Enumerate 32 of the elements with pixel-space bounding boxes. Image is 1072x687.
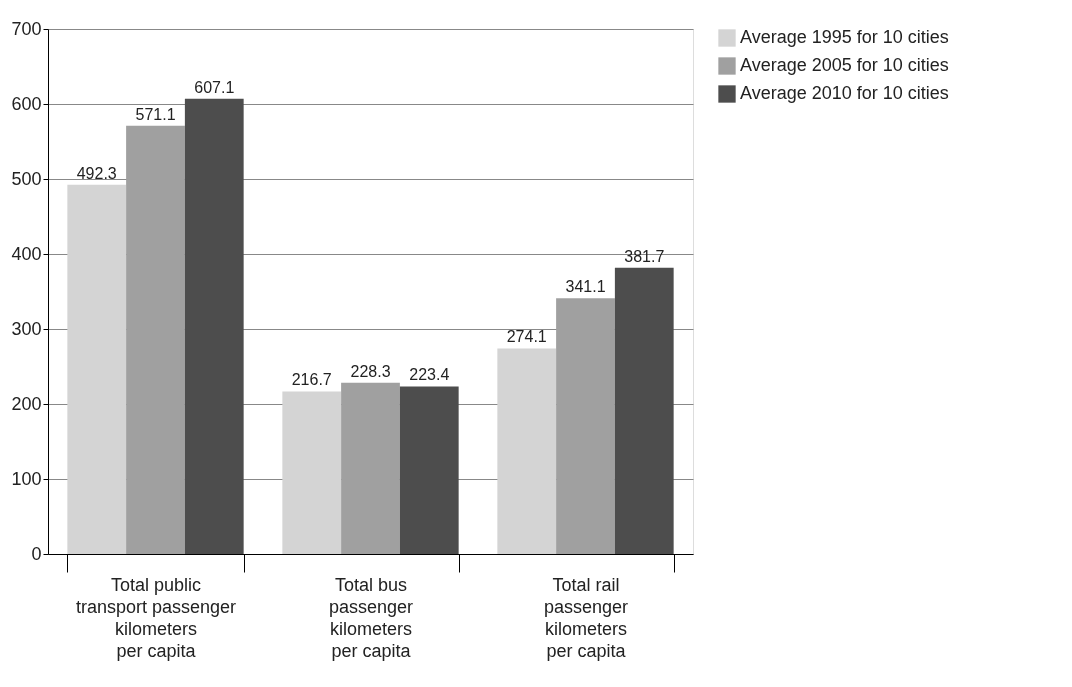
bar: [184, 98, 244, 554]
data-label: 571.1: [135, 105, 176, 123]
y-tick-label: 400: [11, 243, 42, 264]
bar: [67, 184, 127, 554]
legend-label: Average 2005 for 10 cities: [740, 55, 949, 75]
data-label: 216.7: [291, 371, 332, 389]
data-label: 381.7: [624, 247, 665, 265]
legend-label: Average 2010 for 10 cities: [740, 83, 949, 103]
bar: [399, 386, 459, 554]
data-label: 607.1: [194, 78, 235, 96]
bar: [556, 298, 615, 554]
y-tick-label: 700: [11, 18, 42, 39]
data-label: 228.3: [350, 362, 391, 380]
data-label: 341.1: [565, 278, 606, 296]
y-tick-label: 200: [11, 393, 42, 414]
y-tick-label: 100: [11, 468, 42, 489]
x-tick-label: Total public transport passenger kilometers per capita: [75, 574, 237, 661]
y-tick-label: 300: [11, 318, 42, 339]
bar: [341, 382, 400, 554]
bar: [614, 267, 674, 554]
y-tick-label: 500: [11, 168, 42, 189]
bar: [126, 125, 185, 554]
data-label: 274.1: [506, 328, 547, 346]
y-tick-label: 600: [11, 93, 42, 114]
x-tick-label: Total rail passenger kilometers per capita: [543, 574, 629, 661]
bar: [497, 348, 557, 554]
data-label: 223.4: [409, 366, 450, 384]
bar: [282, 391, 342, 554]
x-tick-label: Total bus passenger kilometers per capita: [328, 574, 414, 661]
legend-label: Average 1995 for 10 cities: [740, 27, 949, 47]
data-label: 492.3: [76, 164, 117, 182]
y-tick-label: 0: [31, 543, 42, 564]
